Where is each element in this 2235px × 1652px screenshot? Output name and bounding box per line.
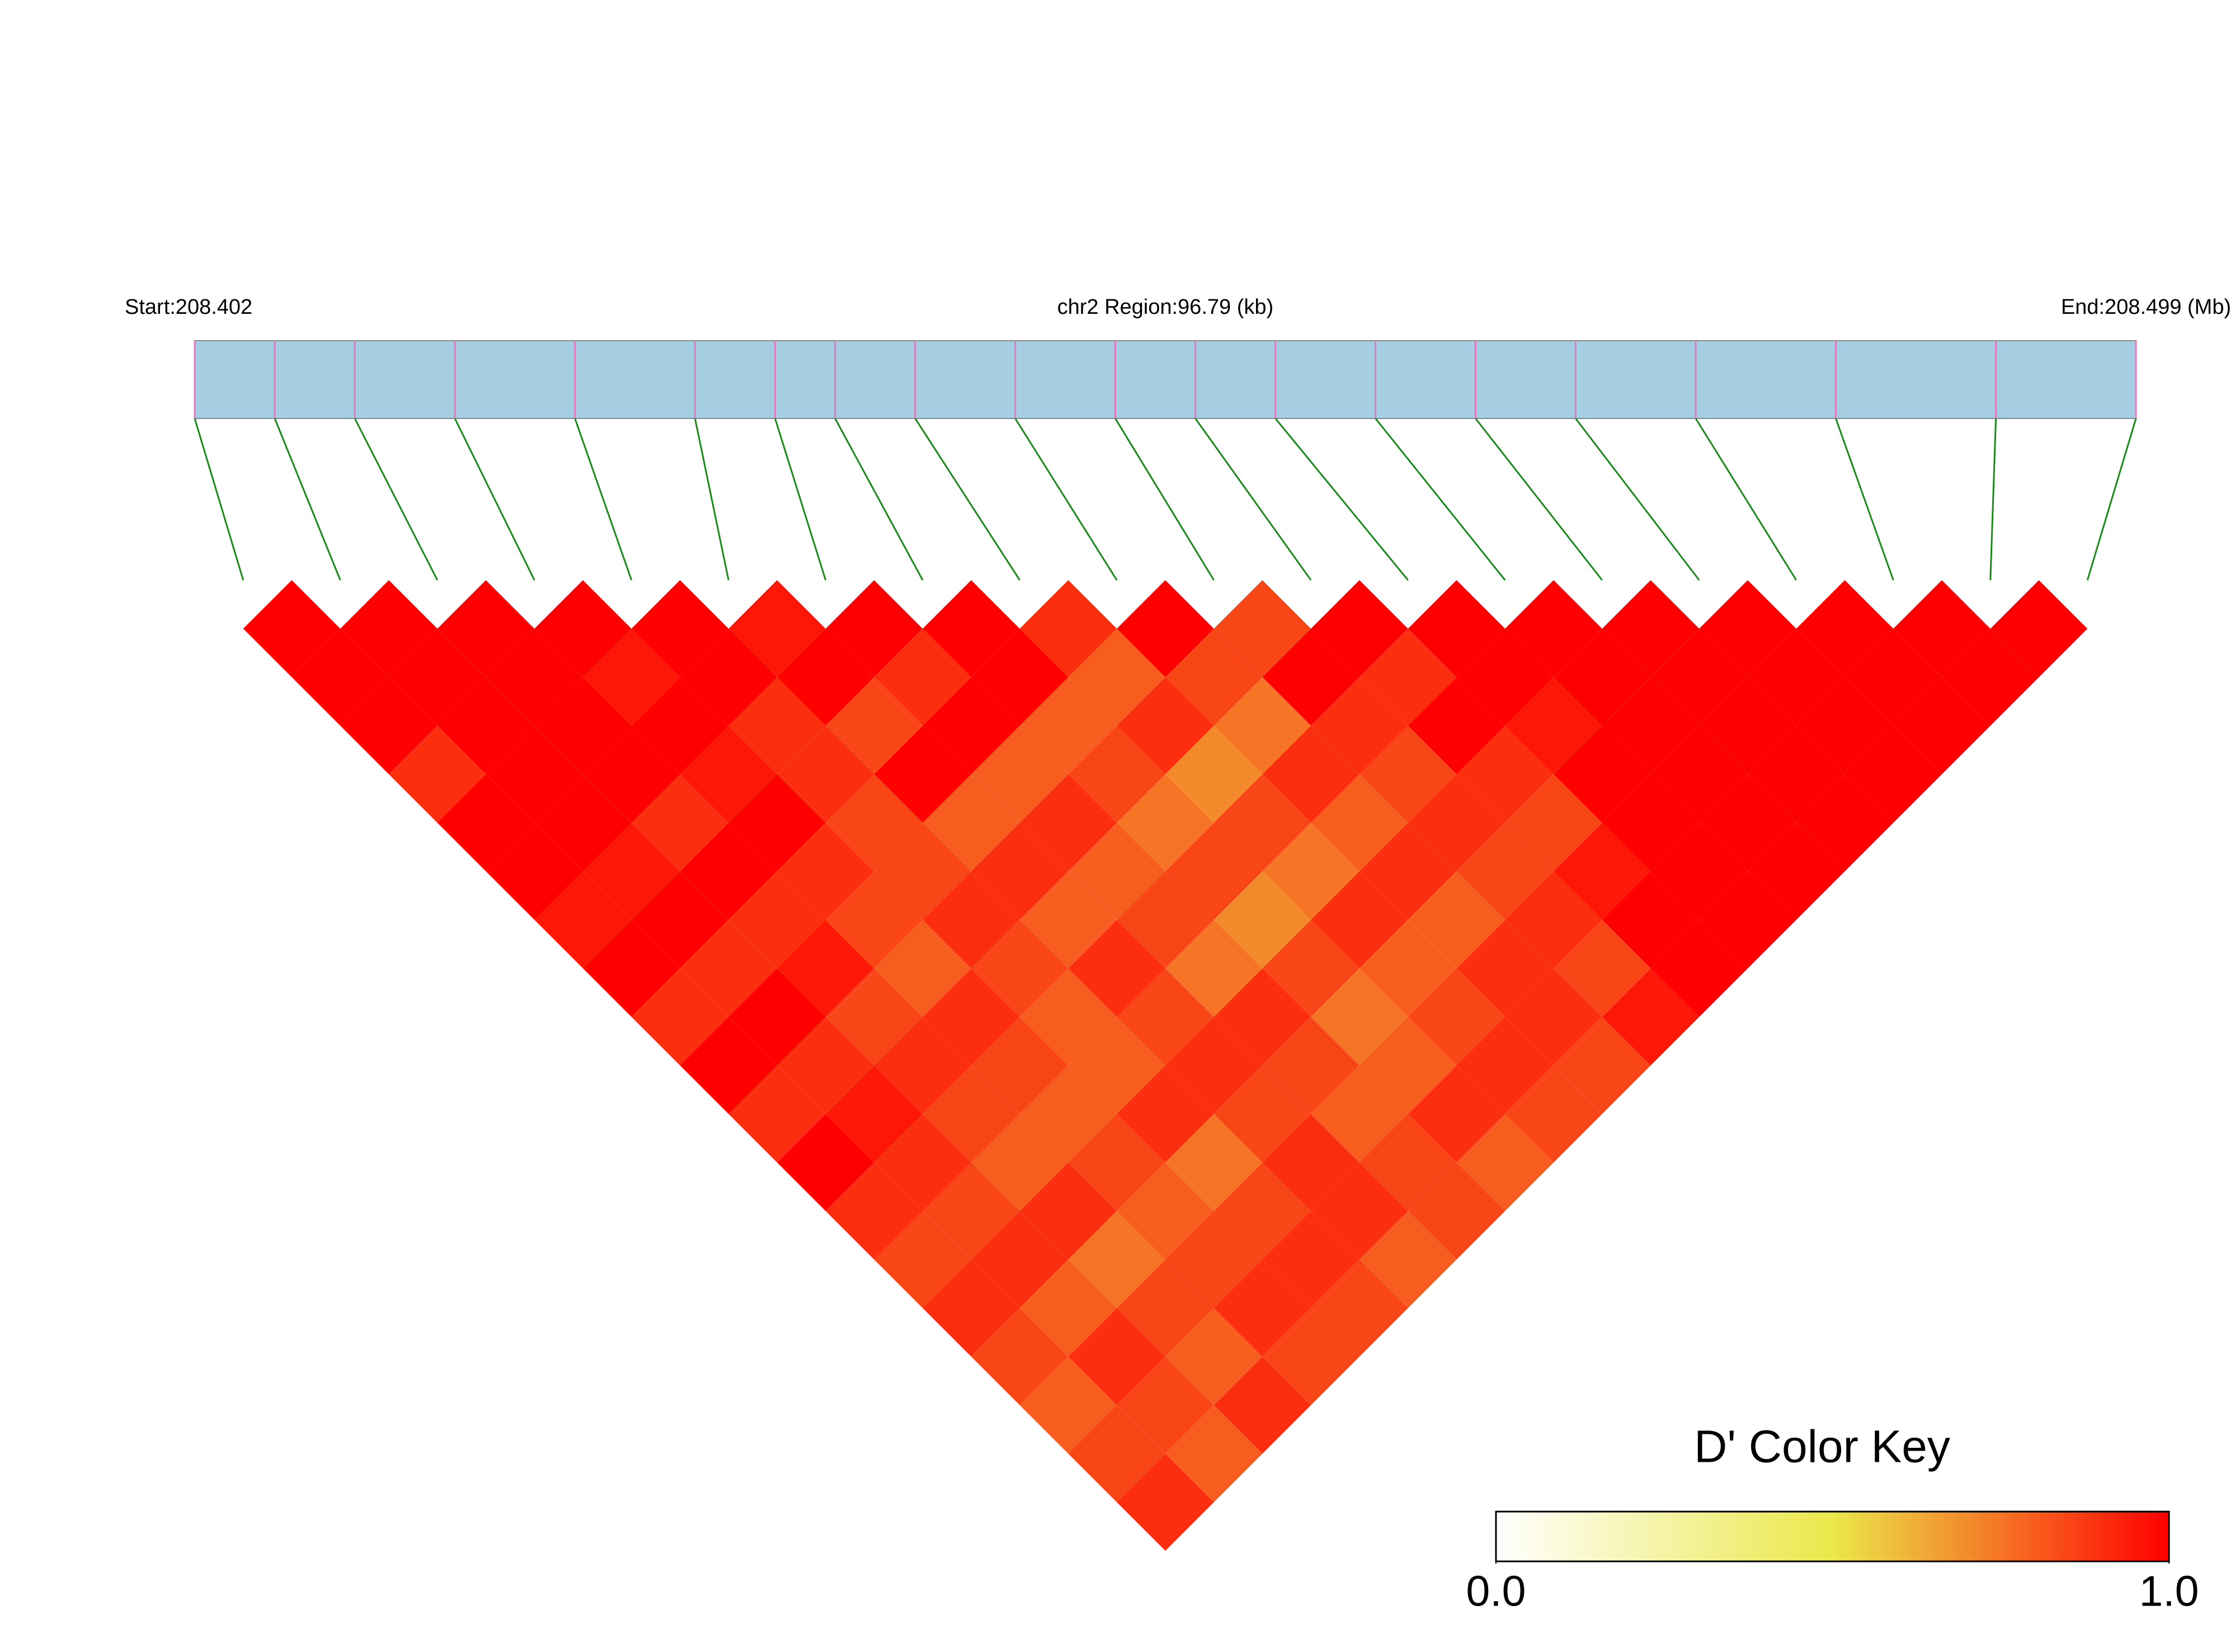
region-label: chr2 Region:96.79 (kb)	[1057, 295, 1274, 319]
snp-link	[834, 418, 924, 581]
ld-cell	[1117, 1453, 1214, 1551]
snp-link	[1375, 418, 1506, 581]
start-label: Start:208.402	[125, 295, 252, 319]
snp-link	[194, 418, 244, 581]
snp-link	[1575, 418, 1700, 581]
snp-link	[1014, 418, 1118, 581]
snp-link	[1989, 418, 1997, 581]
snp-link	[914, 418, 1021, 581]
snp-link	[454, 418, 535, 581]
end-label: End:208.499 (Mb)	[2061, 295, 2231, 319]
snp-link	[1834, 418, 1894, 581]
snp-link	[2086, 418, 2137, 581]
snp-link	[354, 418, 439, 581]
color-key-tick-label: 1.0	[2139, 1567, 2199, 1615]
color-key-tick-label: 0.0	[1466, 1567, 1526, 1615]
position-bar	[194, 340, 2137, 419]
color-key-title: D' Color Key	[1694, 1422, 1950, 1472]
snp-link	[574, 418, 633, 581]
snp-link	[274, 418, 341, 581]
color-key-bar	[1495, 1510, 2170, 1562]
snp-link	[694, 418, 730, 581]
snp-link	[1114, 418, 1215, 581]
snp-link	[1194, 418, 1312, 581]
snp-link	[1274, 418, 1409, 581]
snp-link	[1695, 418, 1798, 581]
snp-link	[1475, 418, 1603, 581]
snp-link	[774, 418, 827, 581]
